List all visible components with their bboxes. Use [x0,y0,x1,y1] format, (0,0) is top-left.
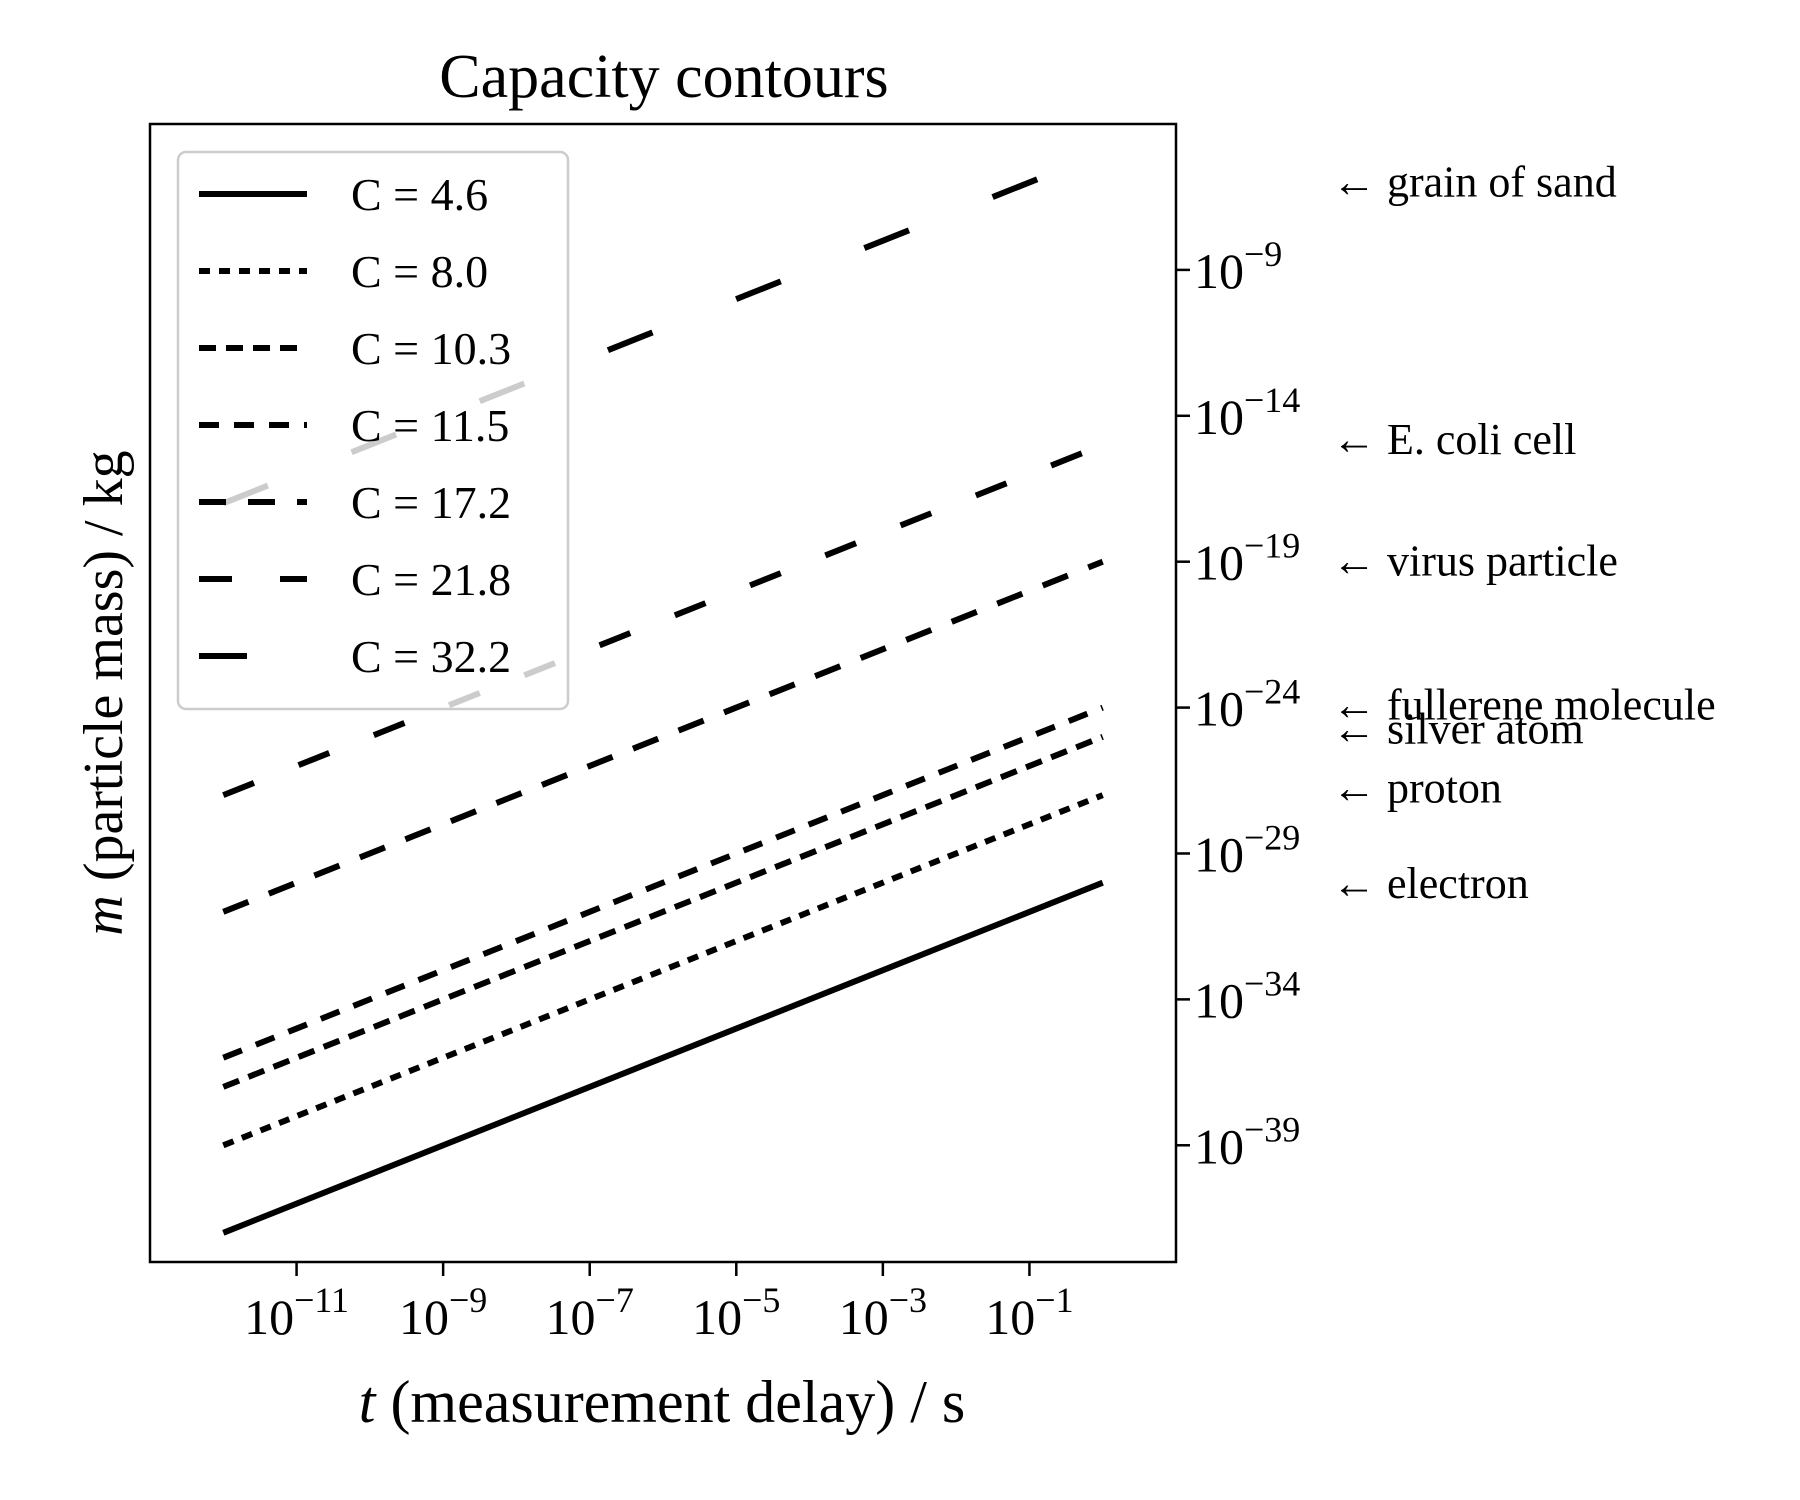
legend-label-6: C = 32.2 [351,631,511,682]
legend-box [176,150,570,711]
legend-label-0: C = 4.6 [351,169,488,220]
series-line-0 [222,879,1104,1236]
y-tick-label-0: 10−9 [1194,234,1282,299]
series-line-2 [222,734,1104,1090]
x-tick-label-2: 10−7 [546,1280,634,1345]
annotation-4: ← silver atom [1332,704,1584,753]
legend-label-2: C = 10.3 [351,323,511,374]
y-tick-label-6: 10−39 [1194,1109,1300,1174]
x-axis-label: t (measurement delay) / s [359,1369,965,1435]
y-tick-label-2: 10−19 [1194,526,1300,591]
y-tick-label-3: 10−24 [1194,672,1300,737]
mass-annotations: ← grain of sand ← E. coli cell ← virus par… [1332,157,1716,908]
series-line-3 [222,704,1104,1061]
annotation-5: ← proton [1332,763,1502,812]
x-axis-ticks: 10−11 10−9 10−7 10−5 10−3 10−1 [244,1262,1074,1345]
legend-items: C = 4.6 C = 8.0 C = 10.3 C = 11.5 C = 17.2 C … [199,169,511,682]
y-tick-label-5: 10−34 [1194,963,1300,1028]
series-line-1 [222,792,1104,1149]
legend-label-5: C = 21.8 [351,554,511,605]
annotation-1: ← E. coli cell [1332,415,1576,464]
plot-frame [148,122,1178,1264]
x-tick-label-1: 10−9 [399,1280,487,1345]
x-tick-label-5: 10−1 [985,1280,1073,1345]
chart-title: Capacity contours [439,43,888,111]
series-line-4 [222,558,1104,915]
x-tick-label-3: 10−5 [692,1280,780,1345]
annotation-3: ← fullerene molecule [1332,680,1716,729]
legend-label-4: C = 17.2 [351,477,511,528]
x-tick-label-0: 10−11 [244,1280,349,1345]
legend: C = 4.6 C = 8.0 C = 10.3 C = 11.5 C = 17.2 C … [176,150,570,711]
annotation-6: ← electron [1332,859,1529,908]
y-axis-ticks: 10−9 10−14 10−19 10−24 10−29 10−34 10−39 [1176,234,1300,1174]
x-tick-label-4: 10−3 [839,1280,927,1345]
annotation-0: ← grain of sand [1332,157,1617,206]
y-tick-label-1: 10−14 [1194,380,1300,445]
y-axis-label: m (particle mass) / kg [73,450,135,935]
legend-label-1: C = 8.0 [351,246,488,297]
legend-label-3: C = 11.5 [351,400,509,451]
annotation-2: ← virus particle [1332,537,1618,586]
y-tick-label-4: 10−29 [1194,817,1300,882]
